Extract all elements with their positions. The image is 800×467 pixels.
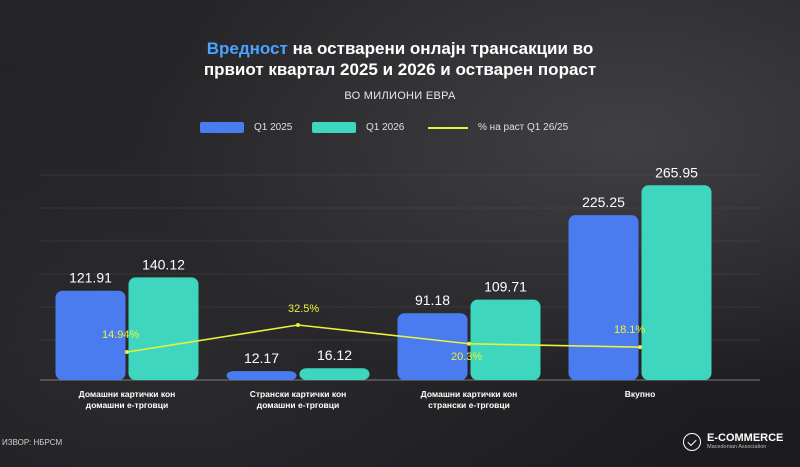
growth-point xyxy=(125,350,129,354)
growth-point xyxy=(638,345,642,350)
legend-swatch-q1-2025 xyxy=(200,122,244,133)
title-highlight: Вредност xyxy=(206,39,288,58)
bar-value-label: 225.25 xyxy=(582,194,625,210)
bar-q1-2026 xyxy=(470,299,541,380)
growth-point xyxy=(296,323,300,327)
bar-q1-2026 xyxy=(128,277,199,380)
chart-title: Вредност на остварени онлајн трансакции … xyxy=(0,38,800,80)
category-label: Вкупно xyxy=(565,389,715,400)
bar-value-label: 12.17 xyxy=(244,350,279,366)
legend-item-q1-2025: Q1 2025 xyxy=(200,122,292,133)
title-line1-rest: на остварени онлајн трансакции во xyxy=(287,39,594,58)
growth-value-label: 20.3% xyxy=(451,351,482,363)
category-label-line: домашни е-трговци xyxy=(85,400,169,410)
growth-value-label: 14.94% xyxy=(102,329,140,341)
logo-name: E-COMMERCE xyxy=(707,432,784,444)
category-label-line: странски е-трговци xyxy=(428,400,510,410)
growth-value-label: 18.1% xyxy=(614,324,645,336)
growth-line xyxy=(126,324,641,353)
bar-q1-2026 xyxy=(641,185,712,380)
legend-item-growth: % на раст Q1 26/25 xyxy=(428,122,568,133)
legend-label-growth: % на раст Q1 26/25 xyxy=(478,122,569,133)
bar-value-label: 121.91 xyxy=(69,270,112,286)
logo: E-COMMERCE Macedonian Association xyxy=(683,432,783,451)
bar-value-label: 140.12 xyxy=(142,256,185,272)
bar-q1-2025 xyxy=(55,290,126,380)
growth-value-label: 32.5% xyxy=(288,303,319,315)
bar-value-label: 265.95 xyxy=(655,164,698,180)
bar-q1-2025 xyxy=(568,215,639,380)
legend-swatch-q1-2026 xyxy=(312,122,356,133)
bar-value-label: 16.12 xyxy=(317,347,352,363)
category-label-line: Домашни картички кон xyxy=(78,389,176,399)
bar-q1-2026 xyxy=(299,368,370,380)
category-label: Странски картички кон домашни е-трговци xyxy=(223,389,373,411)
category-label-line: домашни е-трговци xyxy=(256,400,340,410)
bar-q1-2025 xyxy=(397,313,468,380)
legend-label-q1-2025: Q1 2025 xyxy=(254,122,293,133)
legend-item-q1-2026: Q1 2026 xyxy=(312,122,404,133)
category-label: Домашни картички кон домашни е-трговци xyxy=(52,389,202,411)
bar-value-label: 91.18 xyxy=(415,292,450,308)
legend-line-growth xyxy=(428,126,468,129)
growth-point xyxy=(467,341,471,346)
source-note: ИЗВОР: НБРСМ xyxy=(2,438,63,447)
category-label-line: Домашни картички кон xyxy=(420,389,518,399)
legend-label-q1-2026: Q1 2026 xyxy=(366,122,405,133)
category-label-line: Вкупно xyxy=(624,389,656,399)
title-line2: првиот квартал 2025 и 2026 и остварен по… xyxy=(203,60,597,79)
bar-value-label: 109.71 xyxy=(484,279,527,295)
category-label: Домашни картички кон странски е-трговци xyxy=(394,389,544,411)
cart-icon xyxy=(683,432,701,451)
chart-subtitle: ВО МИЛИОНИ ЕВРА xyxy=(344,90,456,102)
bar-q1-2025 xyxy=(226,371,297,380)
legend: Q1 2025 Q1 2026 % на раст Q1 26/25 xyxy=(0,122,800,136)
category-label-line: Странски картички кон xyxy=(249,389,347,399)
logo-tagline: Macedonian Association xyxy=(707,444,767,450)
